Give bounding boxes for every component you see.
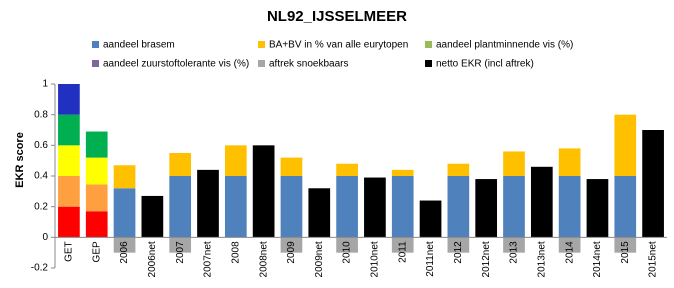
bar-segment <box>558 237 581 253</box>
x-tick-label: 2006net <box>147 241 158 277</box>
bar-segment <box>336 237 358 253</box>
bar-segment <box>614 176 637 238</box>
bar-segment <box>391 176 414 238</box>
legend-label: aandeel zuurstoftolerante vis (%) <box>103 59 249 70</box>
bar-segment <box>308 188 331 238</box>
x-tick-label: 2006 <box>119 241 130 264</box>
bar-segment <box>558 148 581 176</box>
bar-segment <box>447 163 470 176</box>
legend-swatch <box>425 60 432 67</box>
legend-label: netto EKR (incl aftrek) <box>436 59 534 70</box>
bar-segment <box>614 237 637 253</box>
bar-segment <box>503 237 525 253</box>
x-tick-label: 2007 <box>175 241 186 264</box>
y-tick-label: 0 <box>42 232 48 243</box>
bar-segment <box>280 157 303 176</box>
x-tick-label: 2008net <box>258 241 269 277</box>
x-tick-label: GET <box>64 241 75 262</box>
bar-segment <box>503 151 525 176</box>
bar-segment <box>169 237 192 253</box>
x-tick-label: 2015 <box>620 241 631 264</box>
legend-label: aandeel brasem <box>103 40 175 51</box>
x-tick-label: 2008 <box>230 241 241 264</box>
legend-label: aftrek snoekbaars <box>269 59 349 70</box>
x-tick-label: 2009net <box>314 241 325 277</box>
x-tick-label: 2014 <box>564 241 575 264</box>
bar-segment <box>58 206 80 238</box>
bar-segment <box>614 114 637 176</box>
bar-segment <box>558 176 581 238</box>
x-tick-label: 2010net <box>370 241 381 277</box>
legend-swatch <box>258 60 265 67</box>
legend-swatch <box>92 41 99 48</box>
bar-segment <box>113 165 136 189</box>
legend-label: aandeel plantminnende vis (%) <box>436 40 573 51</box>
x-tick-label: 2011net <box>425 241 436 277</box>
legend-swatch <box>425 41 432 48</box>
x-tick-label: 2013net <box>536 241 547 277</box>
bar-segment <box>58 145 80 176</box>
bar-segment <box>642 130 664 238</box>
bar-segment <box>336 163 358 176</box>
bar-segment <box>224 145 247 176</box>
x-tick-label: 2015net <box>648 241 659 277</box>
bar-segment <box>280 176 303 238</box>
legend-label: BA+BV in % van alle eurytopen <box>269 40 408 51</box>
chart-title: NL92_IJSSELMEER <box>267 8 407 25</box>
bar-segment <box>475 179 498 238</box>
bar-segment <box>85 157 108 185</box>
x-tick-label: 2011 <box>397 241 408 263</box>
bar-segment <box>85 131 108 158</box>
x-tick-label: 2013 <box>509 241 520 264</box>
x-tick-label: 2007net <box>203 241 214 277</box>
y-tick-label: 0.8 <box>34 109 48 120</box>
x-tick-label: 2012 <box>453 241 464 264</box>
legend-swatch <box>258 41 265 48</box>
y-tick-label: 0.4 <box>34 171 48 182</box>
bar-segment <box>113 237 136 253</box>
x-tick-label: 2009 <box>286 241 297 264</box>
bar-segment <box>252 145 275 238</box>
bar-segment <box>169 153 192 176</box>
bar-segment <box>141 195 164 238</box>
y-axis-title: EKR score <box>14 132 26 188</box>
bar-segment <box>447 237 470 253</box>
bar-segment <box>85 211 108 238</box>
bar-segment <box>419 200 442 238</box>
y-tick-label: 0.2 <box>34 201 48 212</box>
bar-segment <box>169 176 192 238</box>
bar-segment <box>391 169 414 176</box>
bar-segment <box>447 176 470 238</box>
bar-segment <box>586 179 609 238</box>
bar-segment <box>224 176 247 238</box>
bar-segment <box>58 114 80 146</box>
bar-segment <box>197 169 219 238</box>
x-tick-label: 2014net <box>592 241 603 277</box>
bar-segment <box>364 177 386 238</box>
bar-segment <box>530 166 553 238</box>
bar-segment <box>336 176 358 238</box>
legend-swatch <box>92 60 99 67</box>
bar-segment <box>503 176 525 238</box>
bar-segment <box>280 237 303 253</box>
bar-segment <box>58 176 80 207</box>
bar-segment <box>113 188 136 238</box>
bar-segment <box>58 84 80 115</box>
y-tick-label: 0.6 <box>34 140 48 151</box>
x-tick-label: 2012net <box>481 241 492 277</box>
bar-segment <box>391 237 414 253</box>
bar-segment <box>85 184 108 212</box>
x-tick-label: GEP <box>91 241 102 262</box>
y-tick-label: 1 <box>42 79 48 90</box>
x-tick-label: 2010 <box>342 241 353 264</box>
y-tick-label: -0.2 <box>31 263 49 274</box>
